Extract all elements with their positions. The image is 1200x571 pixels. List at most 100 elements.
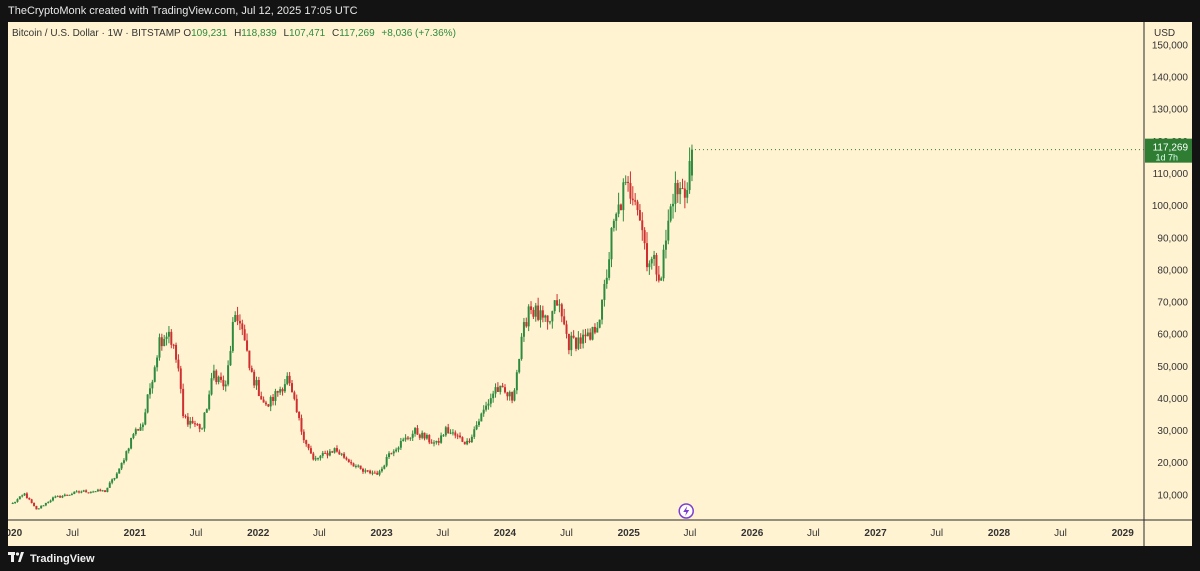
candle-body	[506, 392, 509, 397]
candle-body	[203, 412, 206, 429]
open-label: O	[183, 28, 192, 39]
candle-body	[234, 314, 237, 322]
candle-body	[683, 188, 686, 198]
candle-body	[298, 411, 301, 419]
candle-body	[648, 263, 651, 268]
candle-body	[14, 501, 17, 503]
candle-body	[390, 453, 393, 455]
candle-body	[362, 468, 364, 472]
candle-body	[56, 496, 59, 498]
symbol-legend[interactable]: Bitcoin / U.S. Dollar · 1W · BITSTAMP O1…	[12, 28, 460, 39]
candle-body	[551, 311, 554, 322]
candle-body	[385, 456, 388, 466]
candle-body	[212, 370, 215, 379]
candle-body	[627, 181, 630, 183]
candle-body	[300, 418, 303, 432]
candle-body	[504, 387, 506, 393]
x-tick-label: Jul	[930, 528, 943, 539]
y-tick-label: 150,000	[1152, 40, 1189, 51]
y-tick-label: 50,000	[1157, 362, 1188, 373]
candle-body	[338, 451, 341, 455]
candle-body	[641, 220, 644, 231]
candle-body	[35, 505, 38, 510]
y-tick-label: 30,000	[1157, 426, 1188, 437]
candle-body	[357, 465, 360, 467]
candle-body	[326, 453, 329, 456]
candle-body	[309, 448, 312, 454]
candle-body	[518, 358, 521, 373]
candle-body	[643, 230, 646, 244]
candle-body	[267, 404, 270, 407]
candle-body	[141, 424, 144, 428]
candle-body	[402, 439, 405, 442]
y-tick-label: 130,000	[1152, 105, 1189, 116]
candle-body	[156, 357, 159, 368]
candle-body	[406, 437, 409, 439]
candle-body	[73, 491, 76, 495]
y-tick-label: 90,000	[1157, 233, 1188, 244]
candle-body	[160, 337, 163, 347]
candle-body	[690, 149, 693, 176]
candle-body	[33, 502, 36, 506]
candle-body	[461, 437, 464, 442]
open-value: 109,231	[191, 28, 228, 39]
x-tick-label: Jul	[1054, 528, 1067, 539]
candle-body	[317, 458, 320, 460]
candle-body	[399, 441, 402, 448]
candle-body	[456, 435, 459, 437]
candle-body	[331, 451, 334, 453]
price-chart[interactable]: 10,000 20,000 30,000 40,000 50,000 60,000 70,0…	[8, 22, 1192, 546]
candle-body	[163, 338, 166, 347]
last-price-badge	[1145, 138, 1192, 163]
candle-body	[501, 385, 504, 388]
candle-body	[575, 337, 577, 349]
x-tick-label: 2021	[124, 528, 147, 539]
x-tick-label: Jul	[807, 528, 820, 539]
candle-body	[527, 306, 530, 327]
candle-body	[47, 502, 50, 504]
candle-body	[688, 161, 691, 191]
chart-frame[interactable]: 10,000 20,000 30,000 40,000 50,000 60,000 70,0…	[8, 22, 1192, 546]
candle-body	[451, 432, 454, 434]
candle-body	[96, 489, 99, 492]
candle-body	[61, 495, 64, 498]
candle-body	[262, 399, 265, 403]
candle-body	[184, 416, 187, 418]
lightning-icon	[683, 506, 690, 516]
candle-body	[40, 505, 43, 509]
candle-body	[291, 383, 293, 393]
candle-body	[63, 494, 66, 496]
candle-body	[601, 299, 604, 320]
currency-label[interactable]: USD	[1154, 28, 1176, 39]
candle-body	[686, 190, 689, 198]
candle-body	[669, 206, 672, 221]
candle-body	[572, 335, 575, 338]
candle-body	[151, 381, 154, 389]
x-tick-label: Jul	[190, 528, 203, 539]
candle-body	[246, 340, 249, 351]
y-tick-label: 140,000	[1152, 73, 1189, 84]
candle-body	[440, 435, 443, 443]
candle-body	[312, 453, 315, 460]
candle-body	[165, 336, 168, 339]
candle-body	[447, 427, 450, 434]
candle-body	[236, 314, 239, 321]
candle-body	[302, 431, 305, 441]
candle-body	[94, 491, 97, 493]
candle-body	[565, 324, 568, 334]
candle-body	[485, 405, 488, 410]
candle-body	[243, 329, 246, 341]
candle-body	[376, 472, 379, 475]
candle-body	[307, 444, 310, 449]
candle-body	[125, 451, 128, 461]
y-tick-label: 40,000	[1157, 394, 1188, 405]
candle-body	[537, 305, 540, 320]
candle-body	[366, 470, 369, 472]
candle-body	[253, 371, 256, 386]
candle-body	[118, 468, 121, 474]
low-label: L	[283, 28, 290, 39]
candle-body	[454, 432, 457, 436]
candle-body	[324, 452, 327, 454]
candle-body	[70, 494, 73, 496]
candle-body	[674, 182, 677, 204]
